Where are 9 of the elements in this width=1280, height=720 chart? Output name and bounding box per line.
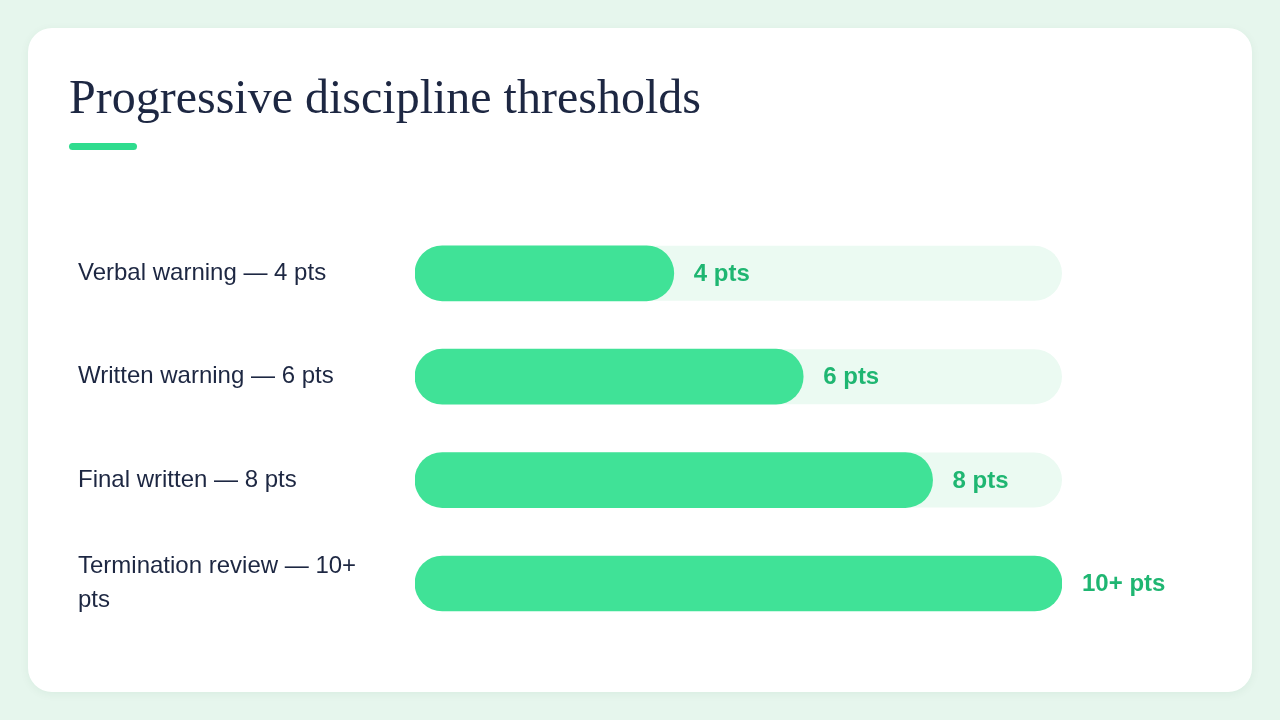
- data-label: 4 pts: [693, 258, 750, 286]
- y-tick-label: Final written — 8 pts: [78, 464, 297, 492]
- data-label: 10+ pts: [1082, 569, 1166, 597]
- data-label: 6 pts: [823, 362, 880, 390]
- y-tick-label: Termination review — 10+ pts: [78, 551, 357, 612]
- data-label: 8 pts: [952, 465, 1009, 493]
- y-tick-label: Verbal warning — 4 pts: [78, 257, 327, 285]
- y-tick-label: Written warning — 6 pts: [78, 361, 334, 389]
- chart-title: Progressive discipline thresholds: [69, 69, 701, 125]
